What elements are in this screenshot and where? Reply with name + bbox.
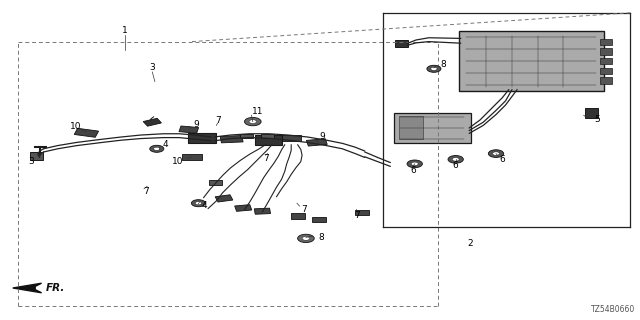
Text: 4: 4 — [163, 140, 168, 149]
FancyBboxPatch shape — [600, 39, 612, 45]
FancyBboxPatch shape — [188, 133, 216, 143]
FancyBboxPatch shape — [255, 135, 282, 145]
Circle shape — [412, 162, 418, 165]
Text: 2: 2 — [468, 239, 473, 248]
FancyBboxPatch shape — [235, 205, 252, 211]
Text: FR.: FR. — [46, 283, 65, 293]
FancyBboxPatch shape — [307, 139, 327, 146]
FancyBboxPatch shape — [600, 68, 612, 74]
FancyBboxPatch shape — [179, 126, 198, 133]
Text: 7: 7 — [263, 154, 268, 163]
FancyBboxPatch shape — [254, 208, 271, 214]
Circle shape — [488, 150, 504, 157]
FancyBboxPatch shape — [240, 134, 253, 139]
Text: 5: 5 — [594, 115, 600, 124]
Circle shape — [427, 65, 441, 72]
Text: 7: 7 — [355, 211, 360, 220]
Text: 9: 9 — [193, 120, 198, 129]
FancyBboxPatch shape — [600, 77, 612, 84]
Circle shape — [431, 67, 437, 70]
FancyBboxPatch shape — [209, 180, 222, 185]
FancyBboxPatch shape — [182, 154, 202, 160]
FancyBboxPatch shape — [261, 134, 274, 138]
FancyBboxPatch shape — [399, 116, 423, 139]
Circle shape — [249, 120, 257, 124]
FancyBboxPatch shape — [215, 195, 233, 202]
Circle shape — [448, 156, 463, 163]
Text: 7: 7 — [215, 116, 220, 124]
FancyBboxPatch shape — [459, 31, 604, 91]
FancyBboxPatch shape — [312, 217, 326, 222]
FancyBboxPatch shape — [395, 40, 408, 47]
Text: 6: 6 — [410, 166, 415, 175]
Text: 3: 3 — [28, 157, 33, 166]
Circle shape — [154, 147, 160, 150]
FancyBboxPatch shape — [291, 213, 305, 219]
Circle shape — [452, 158, 459, 161]
FancyBboxPatch shape — [220, 136, 243, 143]
FancyBboxPatch shape — [600, 48, 612, 55]
FancyBboxPatch shape — [74, 128, 99, 137]
FancyBboxPatch shape — [143, 118, 161, 126]
Text: 6: 6 — [453, 161, 458, 170]
FancyBboxPatch shape — [585, 108, 598, 118]
FancyBboxPatch shape — [30, 152, 43, 160]
Text: 4: 4 — [202, 201, 207, 210]
Text: 10: 10 — [70, 122, 81, 131]
Circle shape — [191, 200, 205, 207]
Text: 7: 7 — [143, 188, 148, 196]
Polygon shape — [13, 283, 42, 293]
Circle shape — [244, 117, 261, 126]
FancyBboxPatch shape — [355, 210, 369, 215]
Text: 3: 3 — [150, 63, 155, 72]
FancyBboxPatch shape — [394, 113, 471, 143]
Text: 8: 8 — [319, 233, 324, 242]
Text: 10: 10 — [172, 157, 184, 166]
Text: 9: 9 — [319, 132, 324, 141]
Text: 8: 8 — [441, 60, 446, 69]
Text: TZ54B0660: TZ54B0660 — [591, 305, 635, 314]
Text: 1: 1 — [122, 26, 127, 35]
Text: 11: 11 — [252, 107, 264, 116]
Circle shape — [493, 152, 499, 155]
FancyBboxPatch shape — [282, 135, 301, 141]
Circle shape — [195, 202, 202, 205]
FancyBboxPatch shape — [600, 58, 612, 64]
Circle shape — [298, 234, 314, 243]
Circle shape — [150, 145, 164, 152]
Text: 7: 7 — [301, 205, 307, 214]
Circle shape — [407, 160, 422, 168]
Text: 6: 6 — [500, 155, 505, 164]
Circle shape — [302, 236, 310, 240]
